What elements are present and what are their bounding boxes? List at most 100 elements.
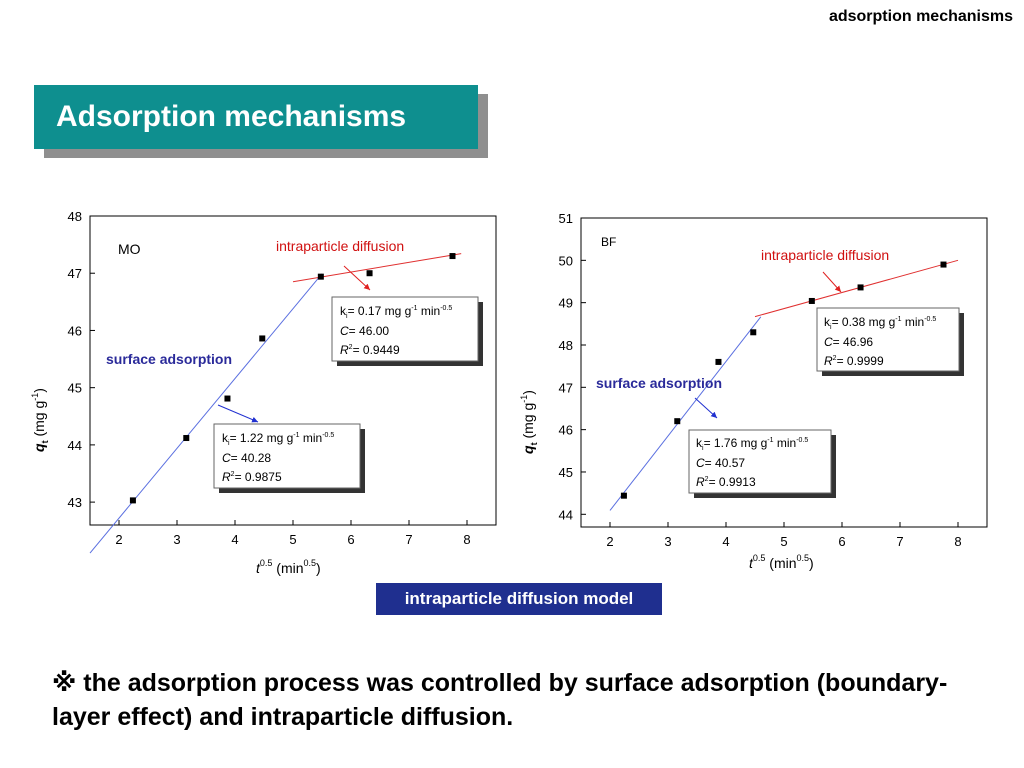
c-value: = 46.96 xyxy=(833,335,874,349)
fit-line xyxy=(609,316,762,511)
k-subscript: i xyxy=(346,313,348,320)
k-unit-sup: -1 xyxy=(293,432,299,439)
data-point xyxy=(224,395,231,402)
svg-text:C= 40.57: C= 40.57 xyxy=(696,456,745,470)
svg-text:R2= 0.9913: R2= 0.9913 xyxy=(696,475,756,489)
x-tick-label: 4 xyxy=(722,534,729,549)
x-tick-label: 2 xyxy=(115,532,122,547)
fit-box-surface: ki= 1.22 mg g-1 min-0.5 C= 40.28 R2= 0.9… xyxy=(213,423,365,493)
fit-box-surface: ki= 1.76 mg g-1 min-0.5 C= 40.57 R2= 0.9… xyxy=(688,429,836,498)
c-value: = 40.28 xyxy=(231,451,272,465)
data-point xyxy=(715,358,722,365)
x-tick-label: 7 xyxy=(405,532,412,547)
data-point xyxy=(750,329,757,336)
y-tick-label: 48 xyxy=(68,209,82,224)
k-min: min xyxy=(418,304,441,318)
intraparticle-diffusion-label: intraparticle diffusion xyxy=(276,238,404,254)
x-tick-label: 5 xyxy=(780,534,787,549)
y-tick-label: 47 xyxy=(559,380,573,395)
k-subscript: i xyxy=(830,324,832,331)
y-tick-label: 43 xyxy=(68,495,82,510)
y-tick-label: 49 xyxy=(559,296,573,311)
svg-text:R2= 0.9449: R2= 0.9449 xyxy=(340,343,400,357)
model-label-badge: intraparticle diffusion model xyxy=(376,583,662,615)
r-symbol: R xyxy=(696,475,705,489)
c-symbol: C xyxy=(824,335,833,349)
y-axis-label: qt (mg g-1) xyxy=(30,388,50,452)
c-value: = 40.57 xyxy=(705,456,746,470)
k-subscript: i xyxy=(228,440,230,447)
y-tick-label: 44 xyxy=(68,438,82,453)
intraparticle-diffusion-label: intraparticle diffusion xyxy=(761,247,889,263)
y-tick-label: 46 xyxy=(68,323,82,338)
data-point xyxy=(129,497,136,504)
data-point xyxy=(183,435,190,442)
k-min: min xyxy=(902,315,925,329)
intra-arrow xyxy=(343,265,371,291)
svg-text:C= 40.28: C= 40.28 xyxy=(222,451,271,465)
chart-tag: BF xyxy=(601,235,616,249)
k-value: = 0.17 mg g xyxy=(348,304,412,318)
y-tick-label: 46 xyxy=(559,423,573,438)
data-point xyxy=(620,492,627,499)
k-value: = 1.22 mg g xyxy=(230,431,294,445)
x-tick-label: 2 xyxy=(606,534,613,549)
x-axis-label: t0.5 (min0.5) xyxy=(749,553,814,571)
k-subscript: i xyxy=(702,445,704,452)
surface-arrow xyxy=(694,397,718,419)
y-tick-label: 45 xyxy=(68,381,82,396)
k-value: = 0.38 mg g xyxy=(832,315,896,329)
svg-text:ki= 0.17 mg g-1 min-0.5: ki= 0.17 mg g-1 min-0.5 xyxy=(340,304,452,320)
surface-adsorption-label: surface adsorption xyxy=(596,375,722,391)
r-value: = 0.9875 xyxy=(235,470,282,484)
intra-arrow xyxy=(822,271,842,293)
fit-box-intraparticle: ki= 0.38 mg g-1 min-0.5 C= 46.96 R2= 0.9… xyxy=(816,307,964,376)
k-min: min xyxy=(774,436,797,450)
data-point xyxy=(317,273,324,280)
y-tick-label: 50 xyxy=(559,253,573,268)
k-min-sup: -0.5 xyxy=(796,437,808,444)
x-tick-label: 8 xyxy=(954,534,961,549)
x-axis-label: t0.5 (min0.5) xyxy=(256,558,321,576)
r-sup: 2 xyxy=(705,476,709,483)
r-symbol: R xyxy=(824,354,833,368)
x-tick-label: 6 xyxy=(838,534,845,549)
x-tick-label: 6 xyxy=(347,532,354,547)
r-sup: 2 xyxy=(231,471,235,478)
k-value: = 1.76 mg g xyxy=(704,436,768,450)
c-value: = 46.00 xyxy=(349,324,390,338)
svg-text:R2= 0.9999: R2= 0.9999 xyxy=(824,354,884,368)
x-tick-label: 8 xyxy=(463,532,470,547)
data-point xyxy=(674,418,681,425)
x-tick-label: 3 xyxy=(664,534,671,549)
x-tick-label: 5 xyxy=(289,532,296,547)
r-value: = 0.9913 xyxy=(709,475,756,489)
surface-adsorption-label: surface adsorption xyxy=(106,351,232,367)
c-symbol: C xyxy=(222,451,231,465)
r-symbol: R xyxy=(340,343,349,357)
c-symbol: C xyxy=(696,456,705,470)
x-tick-label: 3 xyxy=(173,532,180,547)
svg-text:R2= 0.9875: R2= 0.9875 xyxy=(222,470,282,484)
data-point xyxy=(808,297,815,304)
r-value: = 0.9449 xyxy=(353,343,400,357)
svg-text:ki= 1.76 mg g-1 min-0.5: ki= 1.76 mg g-1 min-0.5 xyxy=(696,436,808,452)
x-tick-label: 7 xyxy=(896,534,903,549)
r-symbol: R xyxy=(222,470,231,484)
k-min: min xyxy=(300,431,323,445)
r-sup: 2 xyxy=(349,344,353,351)
surface-arrow xyxy=(217,404,259,423)
y-tick-label: 47 xyxy=(68,266,82,281)
slide-title: Adsorption mechanisms xyxy=(34,85,478,149)
r-sup: 2 xyxy=(833,355,837,362)
svg-text:ki= 0.38 mg g-1 min-0.5: ki= 0.38 mg g-1 min-0.5 xyxy=(824,315,936,331)
k-unit-sup: -1 xyxy=(895,316,901,323)
k-symbol: k xyxy=(824,315,831,329)
k-symbol: k xyxy=(222,431,229,445)
fit-line xyxy=(89,273,323,554)
data-point xyxy=(940,261,947,268)
svg-text:ki= 1.22 mg g-1 min-0.5: ki= 1.22 mg g-1 min-0.5 xyxy=(222,431,334,447)
data-point xyxy=(449,253,456,260)
fit-line xyxy=(754,259,959,318)
